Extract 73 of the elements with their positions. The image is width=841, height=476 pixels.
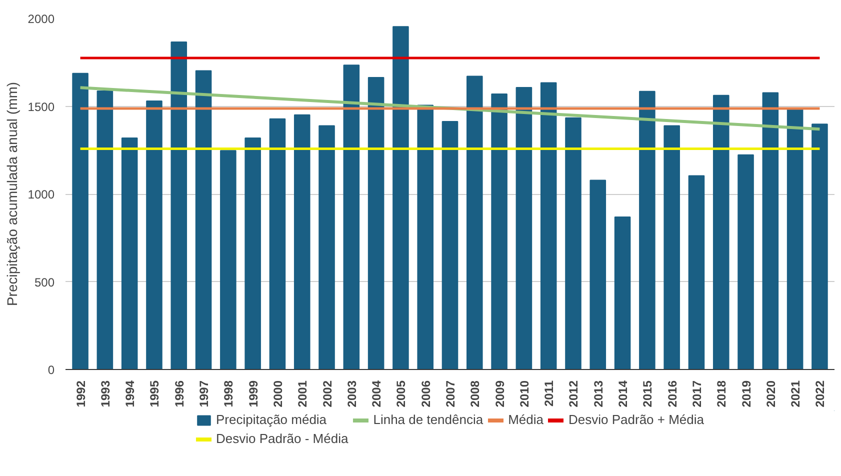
bar [491, 93, 508, 370]
x-tick-label: 2001 [296, 380, 310, 408]
bar [96, 90, 114, 370]
y-tick-label: 1500 [28, 100, 55, 114]
x-tick-label: 2011 [542, 380, 556, 407]
bar [244, 138, 261, 370]
bar [294, 114, 310, 370]
bar [220, 150, 236, 370]
bar [590, 180, 606, 370]
bar [343, 64, 360, 370]
bar [786, 108, 804, 370]
x-tick-label: 2020 [764, 380, 778, 408]
bar [417, 104, 434, 370]
y-axis-title: Precipitação acumulada anual (mm) [4, 82, 20, 306]
bar [762, 92, 779, 370]
bar [712, 94, 730, 370]
x-tick-label: 2017 [690, 380, 704, 408]
x-tick-label: 2005 [394, 380, 408, 408]
x-tick-label: 2018 [714, 380, 729, 408]
x-tick-label: 1995 [148, 380, 162, 408]
bar [738, 154, 754, 370]
x-tick-label: 1996 [172, 380, 186, 408]
x-tick-label: 1997 [197, 380, 212, 408]
legend-label: Linha de tendência [373, 412, 484, 427]
bar [614, 216, 631, 370]
legend-label: Desvio Padrão + Média [568, 412, 704, 427]
x-tick-label: 2008 [468, 380, 482, 408]
x-tick-label: 1999 [246, 380, 260, 408]
bar [146, 100, 162, 370]
bar [688, 175, 705, 370]
bar [368, 76, 384, 370]
legend-label: Desvio Padrão - Média [216, 431, 348, 446]
bar [812, 124, 828, 370]
x-tick-label: 2009 [492, 380, 507, 408]
y-tick-label: 1000 [28, 188, 55, 202]
x-tick-label: 1993 [98, 380, 112, 408]
bar [195, 70, 212, 370]
bar [540, 82, 557, 370]
x-tick-label: 2019 [739, 380, 754, 408]
bar [664, 125, 680, 370]
x-tick-label: 1994 [123, 380, 138, 408]
x-tick-label: 1992 [74, 380, 88, 408]
x-tick-label: 2007 [444, 380, 458, 408]
x-tick-label: 2006 [418, 380, 433, 408]
bar [565, 117, 582, 370]
x-tick-label: 2022 [813, 380, 828, 408]
bar [639, 90, 656, 370]
bar [442, 121, 458, 370]
bar [318, 125, 335, 370]
y-tick-label: 0 [48, 363, 55, 377]
legend-label: Precipitação média [216, 412, 327, 427]
x-tick-label: 2010 [517, 380, 532, 408]
x-tick-label: 2015 [640, 380, 655, 408]
bar [72, 72, 88, 370]
y-tick-label: 2000 [28, 12, 55, 26]
bar [466, 76, 483, 370]
x-tick-label: 2004 [370, 380, 384, 408]
bar [170, 42, 188, 370]
legend-label: Média [508, 412, 544, 427]
x-tick-label: 2003 [344, 380, 359, 408]
x-tick-label: 2000 [270, 380, 285, 408]
bar [392, 26, 409, 370]
x-tick-label: 2016 [665, 380, 680, 408]
x-tick-label: 2002 [320, 380, 334, 408]
x-tick-label: 2013 [591, 380, 606, 408]
x-tick-label: 1998 [222, 380, 236, 408]
bar [121, 138, 138, 370]
bar [269, 118, 286, 370]
x-tick-label: 2014 [616, 380, 630, 408]
x-tick-label: 2012 [566, 380, 581, 408]
y-tick-label: 500 [34, 275, 55, 290]
x-tick-label: 2021 [788, 380, 803, 408]
bar [516, 86, 532, 370]
